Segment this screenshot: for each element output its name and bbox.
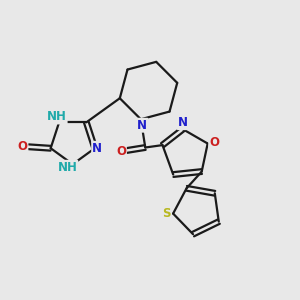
- Text: N: N: [137, 119, 147, 132]
- Text: NH: NH: [47, 110, 67, 124]
- Text: N: N: [178, 116, 188, 129]
- Text: NH: NH: [57, 161, 77, 174]
- Text: S: S: [162, 207, 171, 220]
- Text: O: O: [116, 146, 126, 158]
- Text: O: O: [209, 136, 219, 148]
- Text: N: N: [92, 142, 102, 155]
- Text: O: O: [17, 140, 27, 153]
